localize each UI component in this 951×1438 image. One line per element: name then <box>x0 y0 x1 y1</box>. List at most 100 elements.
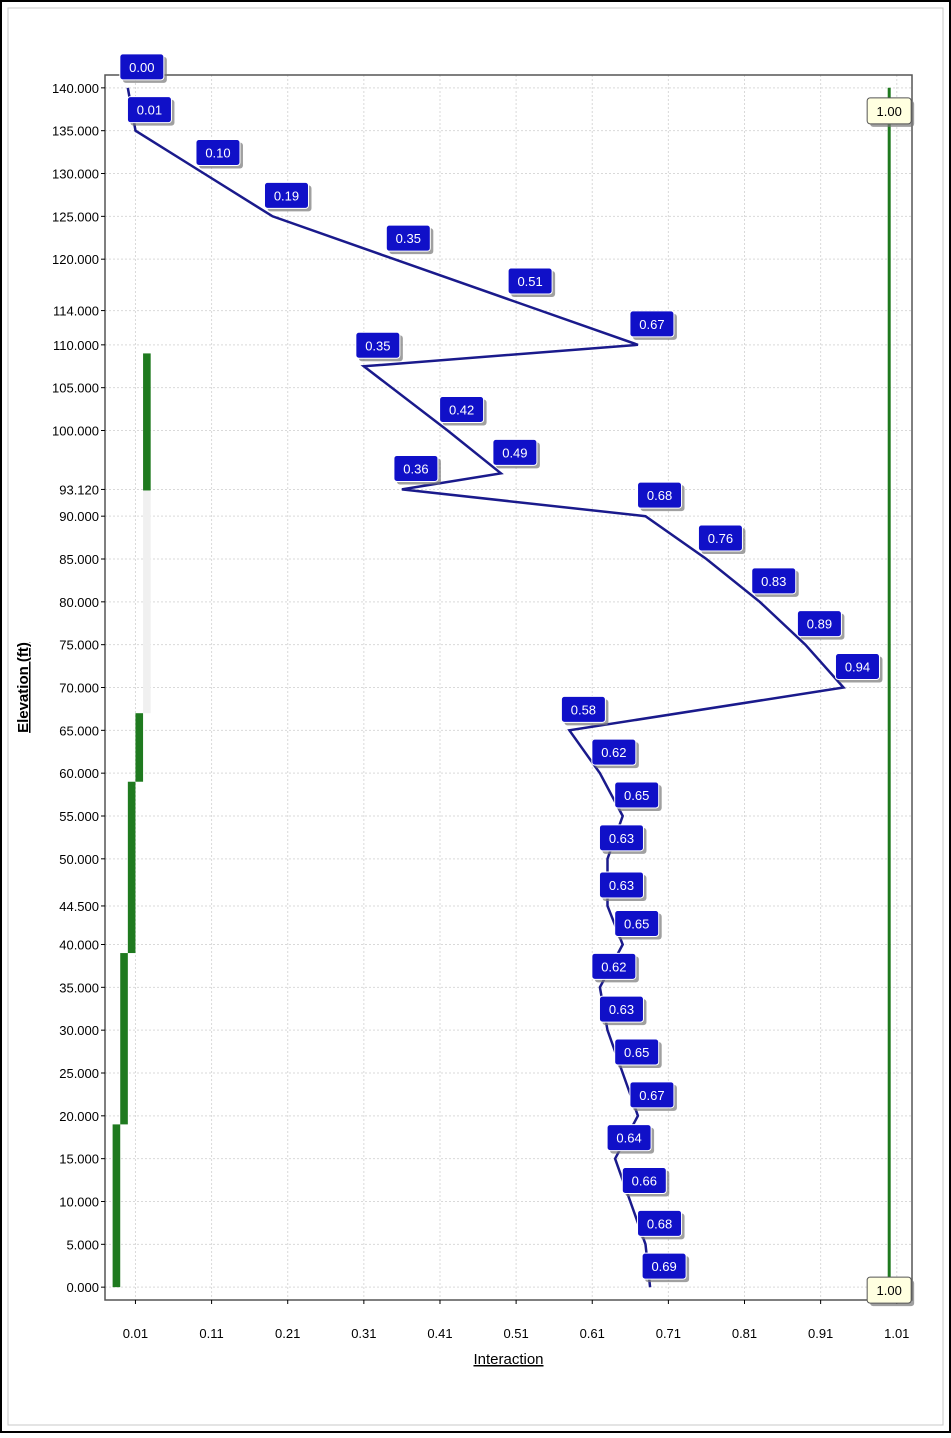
y-tick-label: 93.120 <box>59 482 99 497</box>
data-label-box <box>606 1124 652 1152</box>
data-label-box <box>866 1276 912 1304</box>
data-label: 0.69 <box>651 1259 676 1274</box>
data-label-box <box>385 224 431 252</box>
x-tick-label: 0.41 <box>427 1326 452 1341</box>
data-label-box <box>834 653 880 680</box>
x-tick-label: 0.01 <box>123 1326 148 1341</box>
x-tick-label: 0.71 <box>656 1326 681 1341</box>
y-tick-label: 114.000 <box>53 304 99 319</box>
data-label: 0.67 <box>639 1088 664 1103</box>
data-label-box <box>560 695 606 723</box>
data-label: 0.65 <box>624 1045 649 1060</box>
data-label: 0.62 <box>601 959 626 974</box>
data-label-box <box>796 610 842 638</box>
y-tick-label: 70.000 <box>59 681 99 696</box>
data-label: 0.35 <box>396 231 421 246</box>
data-label: 0.67 <box>639 317 664 332</box>
data-label: 0.35 <box>365 338 390 353</box>
y-tick-label: 15.000 <box>59 1152 99 1167</box>
x-axis-ticks: 0.01 0.11 0.21 0.31 0.41 0.51 0.61 0.71 0.81 0.91… <box>123 1300 909 1341</box>
data-label: 0.19 <box>274 188 299 203</box>
y-tick-label: 40.000 <box>59 937 99 952</box>
data-label: 0.65 <box>624 788 649 803</box>
data-label-box <box>598 995 644 1023</box>
grid-lines <box>105 75 912 1300</box>
x-tick-label: 0.21 <box>275 1326 300 1341</box>
data-label-box <box>751 567 797 595</box>
elevation-bar <box>135 713 144 782</box>
data-label-box <box>614 909 660 937</box>
y-tick-label: 5.000 <box>66 1237 99 1252</box>
y-tick-label: 65.000 <box>59 723 99 738</box>
data-label-box <box>697 524 743 552</box>
data-label-box <box>598 824 644 852</box>
y-axis-ticks: 0.000 5.000 10.000 15.000 20.000 25.000 30.000… <box>52 81 105 1295</box>
y-tick-label: 85.000 <box>59 552 99 567</box>
data-label: 0.66 <box>632 1173 657 1188</box>
data-label-box <box>591 738 637 766</box>
elevation-bar <box>120 953 128 1125</box>
data-label: 0.10 <box>205 146 230 161</box>
data-label: 0.68 <box>647 1216 672 1231</box>
x-tick-label: 1.01 <box>884 1326 909 1341</box>
y-tick-label: 80.000 <box>59 595 99 610</box>
data-label: 0.63 <box>609 831 634 846</box>
y-tick-label: 55.000 <box>59 809 99 824</box>
data-label: 0.94 <box>845 660 870 675</box>
window-inner-border <box>7 7 944 1426</box>
data-label-box <box>641 1252 687 1280</box>
data-label: 0.63 <box>609 1002 634 1017</box>
data-label: 0.51 <box>517 274 542 289</box>
data-label: 0.42 <box>449 403 474 418</box>
y-tick-label: 44.500 <box>59 899 99 914</box>
x-tick-label: 0.81 <box>732 1326 757 1341</box>
data-label-box <box>591 952 637 980</box>
data-label: 0.89 <box>807 617 832 632</box>
data-label-box <box>637 481 683 509</box>
x-tick-label: 0.11 <box>199 1326 223 1341</box>
data-label-box <box>614 1038 660 1066</box>
y-tick-label: 125.000 <box>52 209 99 224</box>
data-label: 0.36 <box>403 461 428 476</box>
data-label: 0.63 <box>609 878 634 893</box>
data-label: 0.76 <box>708 531 733 546</box>
y-tick-label: 60.000 <box>59 766 99 781</box>
data-label-box <box>866 97 912 125</box>
data-label-box <box>637 1209 683 1237</box>
data-label-box <box>355 331 401 359</box>
data-label-box <box>614 781 660 809</box>
y-tick-label: 30.000 <box>59 1023 99 1038</box>
y-tick-label: 100.000 <box>52 424 99 439</box>
data-label: 0.58 <box>571 702 596 717</box>
y-tick-label: 25.000 <box>59 1066 99 1081</box>
interaction-series-line <box>126 87 846 1288</box>
data-label-box <box>263 181 309 209</box>
y-tick-label: 20.000 <box>59 1109 99 1124</box>
y-tick-label: 35.000 <box>59 980 99 995</box>
x-axis-title: Interaction <box>473 1351 543 1368</box>
y-tick-label: 135.000 <box>52 124 99 139</box>
elevation-bar <box>112 1124 121 1288</box>
y-tick-label: 130.000 <box>52 167 99 182</box>
data-labels: 0.69 0.68 0.66 0.64 0.67 0.65 0.63 0.62 0.65 0.63… <box>119 53 915 1307</box>
data-label: 0.62 <box>601 745 626 760</box>
data-label-box <box>119 53 165 81</box>
data-label: 0.83 <box>761 574 786 589</box>
data-label: 0.64 <box>616 1131 641 1146</box>
data-label: 0.68 <box>647 488 672 503</box>
data-label-box <box>492 438 538 466</box>
x-tick-label: 0.61 <box>580 1326 605 1341</box>
data-label: 1.00 <box>877 1283 902 1298</box>
data-label: 0.00 <box>129 60 154 75</box>
elevation-bar <box>127 781 136 954</box>
elevation-bar <box>143 353 151 491</box>
data-label-box <box>195 139 241 167</box>
y-tick-label: 110.000 <box>53 338 99 353</box>
data-label: 1.00 <box>877 104 902 119</box>
x-tick-label: 0.51 <box>503 1326 528 1341</box>
data-label: 0.49 <box>502 445 527 460</box>
y-tick-label: 50.000 <box>59 852 99 867</box>
elevation-bars <box>112 353 151 1288</box>
